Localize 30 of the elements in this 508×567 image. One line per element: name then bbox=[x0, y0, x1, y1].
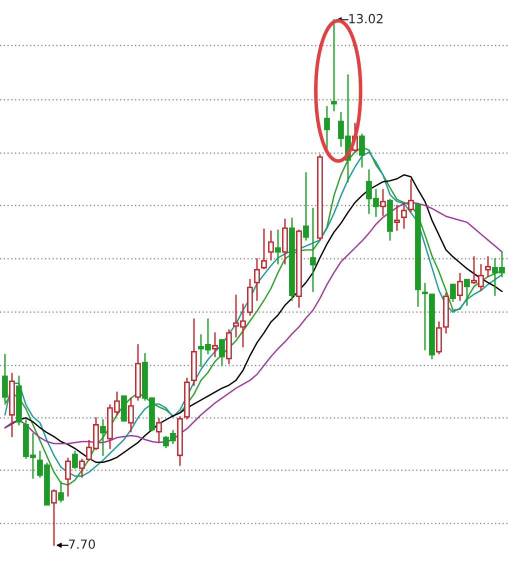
candlestick bbox=[436, 321, 442, 354]
candlestick bbox=[359, 134, 365, 168]
candlestick bbox=[485, 256, 491, 278]
candlestick bbox=[261, 228, 267, 270]
candlestick bbox=[128, 397, 134, 432]
candlestick bbox=[65, 458, 71, 497]
candlestick bbox=[380, 188, 386, 216]
candlestick bbox=[331, 19, 337, 112]
candlestick bbox=[310, 208, 316, 292]
annotation: 13.02 bbox=[349, 14, 383, 24]
candlestick bbox=[72, 450, 78, 469]
candlestick bbox=[450, 284, 456, 302]
candlestick bbox=[275, 229, 281, 264]
candlestick bbox=[219, 339, 225, 366]
candlestick bbox=[457, 272, 463, 301]
candlestick bbox=[394, 204, 400, 231]
annotation: 7.70 bbox=[68, 539, 95, 549]
candlestick bbox=[2, 354, 8, 403]
candlestick bbox=[464, 278, 470, 306]
candlestick bbox=[268, 230, 274, 260]
candlestick bbox=[212, 332, 218, 358]
candlestick bbox=[100, 419, 106, 456]
candlestick bbox=[303, 172, 309, 241]
candlestick bbox=[282, 218, 288, 264]
candlestick bbox=[79, 458, 85, 478]
candlestick bbox=[51, 489, 57, 546]
candlestick bbox=[324, 106, 330, 151]
candlestick bbox=[156, 418, 162, 442]
candlestick bbox=[254, 258, 260, 301]
candlestick bbox=[58, 481, 64, 502]
